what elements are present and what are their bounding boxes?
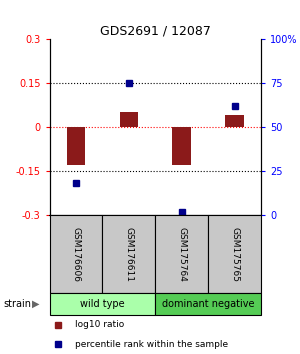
Bar	[208, 215, 261, 293]
Text: GSM176611: GSM176611	[124, 227, 133, 282]
Text: percentile rank within the sample: percentile rank within the sample	[75, 340, 228, 349]
Text: GSM175764: GSM175764	[177, 227, 186, 282]
Text: GSM175765: GSM175765	[230, 227, 239, 282]
Text: dominant negative: dominant negative	[162, 299, 254, 309]
Bar	[120, 112, 138, 127]
Text: strain: strain	[3, 299, 31, 309]
Bar	[102, 215, 155, 293]
Text: log10 ratio: log10 ratio	[75, 320, 124, 329]
Bar	[172, 127, 191, 165]
Title: GDS2691 / 12087: GDS2691 / 12087	[100, 25, 211, 38]
Text: ▶: ▶	[32, 299, 39, 309]
Bar	[155, 293, 261, 315]
Text: wild type: wild type	[80, 299, 125, 309]
Bar	[155, 215, 208, 293]
Bar	[67, 127, 85, 165]
Text: GSM176606: GSM176606	[71, 227, 80, 282]
Bar	[50, 293, 155, 315]
Bar	[225, 115, 244, 127]
Bar	[50, 215, 102, 293]
